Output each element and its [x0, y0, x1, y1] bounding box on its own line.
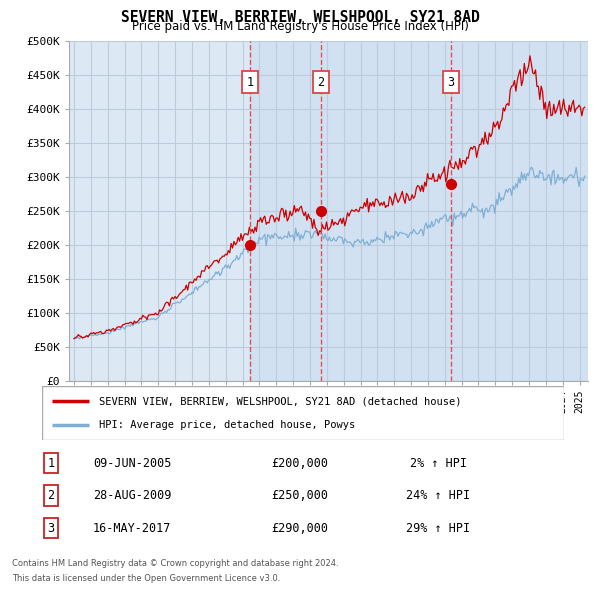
Text: 2: 2: [317, 76, 325, 88]
Text: SEVERN VIEW, BERRIEW, WELSHPOOL, SY21 8AD (detached house): SEVERN VIEW, BERRIEW, WELSHPOOL, SY21 8A…: [100, 396, 462, 407]
FancyBboxPatch shape: [42, 386, 564, 440]
Text: 1: 1: [247, 76, 254, 88]
Text: 3: 3: [47, 522, 55, 535]
Text: 2% ↑ HPI: 2% ↑ HPI: [409, 457, 467, 470]
Text: 29% ↑ HPI: 29% ↑ HPI: [406, 522, 470, 535]
Text: £290,000: £290,000: [271, 522, 329, 535]
Text: This data is licensed under the Open Government Licence v3.0.: This data is licensed under the Open Gov…: [12, 574, 280, 583]
Text: 16-MAY-2017: 16-MAY-2017: [93, 522, 171, 535]
Text: Contains HM Land Registry data © Crown copyright and database right 2024.: Contains HM Land Registry data © Crown c…: [12, 559, 338, 568]
Text: HPI: Average price, detached house, Powys: HPI: Average price, detached house, Powy…: [100, 419, 356, 430]
Text: 09-JUN-2005: 09-JUN-2005: [93, 457, 171, 470]
Text: 24% ↑ HPI: 24% ↑ HPI: [406, 489, 470, 502]
Text: 1: 1: [47, 457, 55, 470]
Text: £250,000: £250,000: [271, 489, 329, 502]
Text: 2: 2: [47, 489, 55, 502]
Text: 28-AUG-2009: 28-AUG-2009: [93, 489, 171, 502]
Bar: [250, 41, 588, 381]
Text: SEVERN VIEW, BERRIEW, WELSHPOOL, SY21 8AD: SEVERN VIEW, BERRIEW, WELSHPOOL, SY21 8A…: [121, 10, 479, 25]
Text: £200,000: £200,000: [271, 457, 329, 470]
Text: Price paid vs. HM Land Registry's House Price Index (HPI): Price paid vs. HM Land Registry's House …: [131, 20, 469, 33]
Text: 3: 3: [448, 76, 455, 88]
